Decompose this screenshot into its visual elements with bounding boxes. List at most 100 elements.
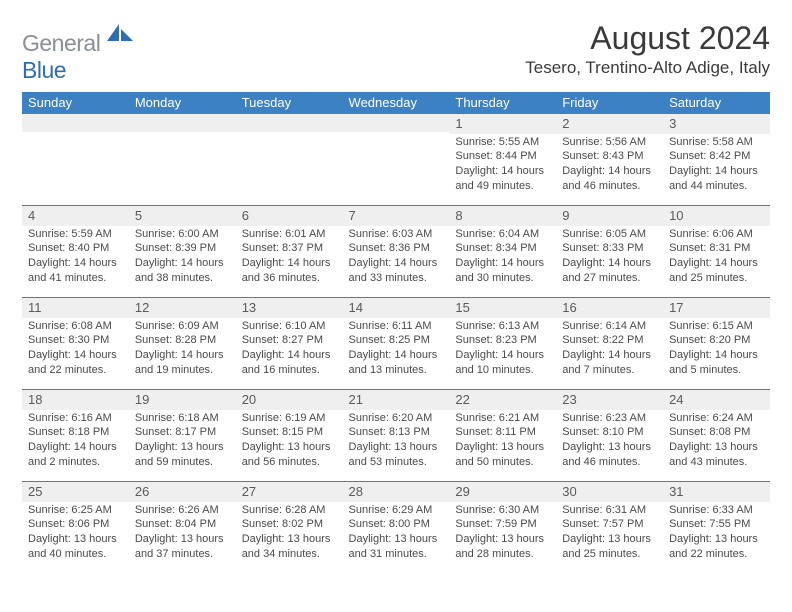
sunset-text: Sunset: 8:31 PM (669, 241, 764, 256)
day-number: 6 (236, 206, 343, 226)
sunset-text: Sunset: 8:08 PM (669, 425, 764, 440)
day-number: 22 (449, 390, 556, 410)
sunset-text: Sunset: 8:20 PM (669, 333, 764, 348)
calendar-day-cell: 20Sunrise: 6:19 AMSunset: 8:15 PMDayligh… (236, 390, 343, 482)
calendar-day-cell: 13Sunrise: 6:10 AMSunset: 8:27 PMDayligh… (236, 298, 343, 390)
sunrise-text: Sunrise: 6:13 AM (455, 319, 550, 334)
daylight-text: Daylight: 14 hours and 19 minutes. (135, 348, 230, 378)
sunset-text: Sunset: 8:39 PM (135, 241, 230, 256)
daylight-text: Daylight: 13 hours and 59 minutes. (135, 440, 230, 470)
sunrise-text: Sunrise: 6:11 AM (349, 319, 444, 334)
day-details: Sunrise: 6:08 AMSunset: 8:30 PMDaylight:… (22, 318, 129, 380)
day-number: 29 (449, 482, 556, 502)
calendar-day-cell: 19Sunrise: 6:18 AMSunset: 8:17 PMDayligh… (129, 390, 236, 482)
daylight-text: Daylight: 14 hours and 2 minutes. (28, 440, 123, 470)
day-number: 27 (236, 482, 343, 502)
calendar-day-cell: 27Sunrise: 6:28 AMSunset: 8:02 PMDayligh… (236, 482, 343, 574)
sunrise-text: Sunrise: 5:55 AM (455, 135, 550, 150)
calendar-day-cell (129, 114, 236, 206)
sunrise-text: Sunrise: 6:15 AM (669, 319, 764, 334)
sunrise-text: Sunrise: 6:08 AM (28, 319, 123, 334)
calendar-week-row: 18Sunrise: 6:16 AMSunset: 8:18 PMDayligh… (22, 390, 770, 482)
brand-word-2: Blue (22, 57, 66, 83)
calendar-day-cell: 8Sunrise: 6:04 AMSunset: 8:34 PMDaylight… (449, 206, 556, 298)
daylight-text: Daylight: 14 hours and 30 minutes. (455, 256, 550, 286)
daylight-text: Daylight: 14 hours and 5 minutes. (669, 348, 764, 378)
sunrise-text: Sunrise: 6:00 AM (135, 227, 230, 242)
daylight-text: Daylight: 14 hours and 41 minutes. (28, 256, 123, 286)
day-details: Sunrise: 6:00 AMSunset: 8:39 PMDaylight:… (129, 226, 236, 288)
brand-text: General Blue (22, 30, 133, 84)
calendar-day-cell: 28Sunrise: 6:29 AMSunset: 8:00 PMDayligh… (343, 482, 450, 574)
calendar-body: 1Sunrise: 5:55 AMSunset: 8:44 PMDaylight… (22, 114, 770, 574)
daylight-text: Daylight: 13 hours and 37 minutes. (135, 532, 230, 562)
day-details: Sunrise: 6:10 AMSunset: 8:27 PMDaylight:… (236, 318, 343, 380)
daylight-text: Daylight: 13 hours and 22 minutes. (669, 532, 764, 562)
day-number: 4 (22, 206, 129, 226)
weekday-header-row: Sunday Monday Tuesday Wednesday Thursday… (22, 92, 770, 114)
sunrise-text: Sunrise: 6:28 AM (242, 503, 337, 518)
calendar-day-cell: 3Sunrise: 5:58 AMSunset: 8:42 PMDaylight… (663, 114, 770, 206)
day-number: 18 (22, 390, 129, 410)
daylight-text: Daylight: 14 hours and 49 minutes. (455, 164, 550, 194)
sunset-text: Sunset: 8:25 PM (349, 333, 444, 348)
sunset-text: Sunset: 8:42 PM (669, 149, 764, 164)
sunrise-text: Sunrise: 6:29 AM (349, 503, 444, 518)
calendar-day-cell: 11Sunrise: 6:08 AMSunset: 8:30 PMDayligh… (22, 298, 129, 390)
day-details: Sunrise: 6:06 AMSunset: 8:31 PMDaylight:… (663, 226, 770, 288)
day-details: Sunrise: 6:26 AMSunset: 8:04 PMDaylight:… (129, 502, 236, 564)
day-number: 9 (556, 206, 663, 226)
sunset-text: Sunset: 8:28 PM (135, 333, 230, 348)
day-number: 8 (449, 206, 556, 226)
sunset-text: Sunset: 8:18 PM (28, 425, 123, 440)
daylight-text: Daylight: 14 hours and 7 minutes. (562, 348, 657, 378)
calendar-day-cell: 10Sunrise: 6:06 AMSunset: 8:31 PMDayligh… (663, 206, 770, 298)
sunset-text: Sunset: 8:13 PM (349, 425, 444, 440)
day-number: 16 (556, 298, 663, 318)
day-details: Sunrise: 6:21 AMSunset: 8:11 PMDaylight:… (449, 410, 556, 472)
location-subtitle: Tesero, Trentino-Alto Adige, Italy (525, 58, 770, 78)
day-number: 25 (22, 482, 129, 502)
day-number (236, 114, 343, 132)
day-number: 5 (129, 206, 236, 226)
day-details: Sunrise: 6:15 AMSunset: 8:20 PMDaylight:… (663, 318, 770, 380)
day-details: Sunrise: 6:25 AMSunset: 8:06 PMDaylight:… (22, 502, 129, 564)
day-number: 14 (343, 298, 450, 318)
day-number: 20 (236, 390, 343, 410)
day-number: 21 (343, 390, 450, 410)
daylight-text: Daylight: 14 hours and 27 minutes. (562, 256, 657, 286)
sunset-text: Sunset: 8:34 PM (455, 241, 550, 256)
sunset-text: Sunset: 7:59 PM (455, 517, 550, 532)
sunset-text: Sunset: 8:15 PM (242, 425, 337, 440)
calendar-day-cell (22, 114, 129, 206)
day-details: Sunrise: 6:16 AMSunset: 8:18 PMDaylight:… (22, 410, 129, 472)
day-number (129, 114, 236, 132)
calendar-day-cell: 14Sunrise: 6:11 AMSunset: 8:25 PMDayligh… (343, 298, 450, 390)
brand-logo: General Blue (22, 30, 133, 84)
sunrise-text: Sunrise: 6:03 AM (349, 227, 444, 242)
day-number: 26 (129, 482, 236, 502)
day-details: Sunrise: 5:55 AMSunset: 8:44 PMDaylight:… (449, 134, 556, 196)
day-details: Sunrise: 5:58 AMSunset: 8:42 PMDaylight:… (663, 134, 770, 196)
sunrise-text: Sunrise: 6:19 AM (242, 411, 337, 426)
day-number: 1 (449, 114, 556, 134)
day-details: Sunrise: 6:30 AMSunset: 7:59 PMDaylight:… (449, 502, 556, 564)
daylight-text: Daylight: 14 hours and 22 minutes. (28, 348, 123, 378)
daylight-text: Daylight: 14 hours and 16 minutes. (242, 348, 337, 378)
sunrise-text: Sunrise: 6:23 AM (562, 411, 657, 426)
day-details: Sunrise: 5:59 AMSunset: 8:40 PMDaylight:… (22, 226, 129, 288)
day-number: 13 (236, 298, 343, 318)
sunset-text: Sunset: 8:44 PM (455, 149, 550, 164)
sunrise-text: Sunrise: 6:06 AM (669, 227, 764, 242)
daylight-text: Daylight: 14 hours and 25 minutes. (669, 256, 764, 286)
calendar-week-row: 4Sunrise: 5:59 AMSunset: 8:40 PMDaylight… (22, 206, 770, 298)
calendar-day-cell (343, 114, 450, 206)
day-details: Sunrise: 6:19 AMSunset: 8:15 PMDaylight:… (236, 410, 343, 472)
sunset-text: Sunset: 8:40 PM (28, 241, 123, 256)
sunrise-text: Sunrise: 6:01 AM (242, 227, 337, 242)
daylight-text: Daylight: 13 hours and 53 minutes. (349, 440, 444, 470)
sunrise-text: Sunrise: 6:09 AM (135, 319, 230, 334)
day-number: 17 (663, 298, 770, 318)
sunrise-text: Sunrise: 6:26 AM (135, 503, 230, 518)
day-number: 11 (22, 298, 129, 318)
